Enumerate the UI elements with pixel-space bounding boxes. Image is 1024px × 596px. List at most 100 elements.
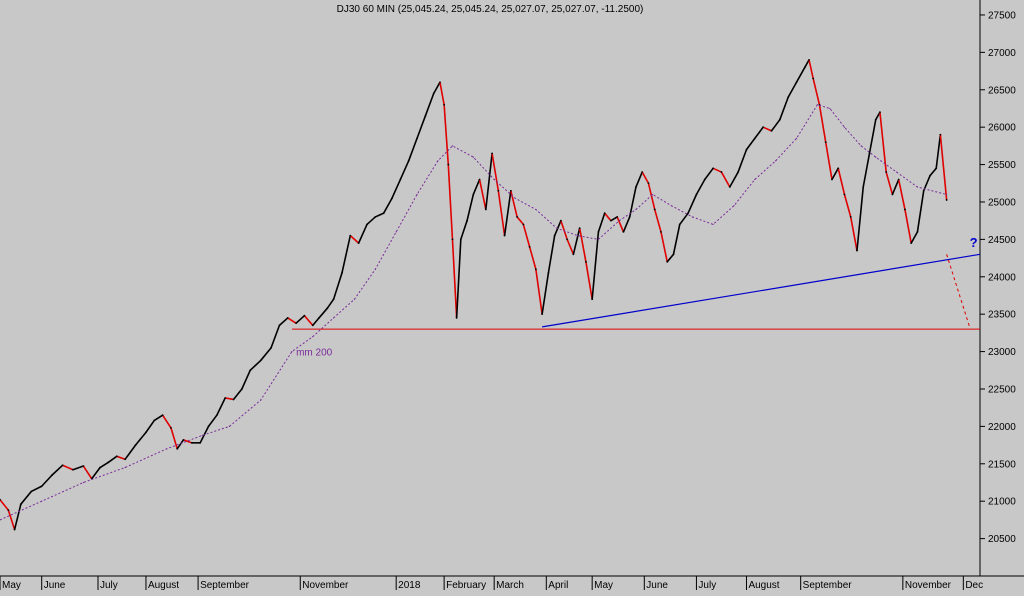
- price-point: [349, 234, 352, 237]
- price-segment: [7, 509, 16, 530]
- price-point: [443, 103, 446, 106]
- y-tick-label: 20500: [988, 534, 1016, 545]
- price-point: [616, 216, 619, 218]
- price-point: [19, 503, 22, 506]
- price-point: [904, 208, 906, 211]
- ma200-point: [597, 238, 600, 240]
- price-segment: [424, 93, 435, 117]
- price-point: [528, 245, 531, 248]
- price-segment: [447, 164, 454, 240]
- y-tick-label: 24000: [988, 272, 1016, 283]
- price-segment: [516, 216, 524, 225]
- price-point: [939, 133, 942, 136]
- price-segment: [466, 194, 475, 221]
- price-point: [399, 178, 402, 181]
- price-point: [153, 419, 156, 422]
- x-tick-label: June: [646, 580, 668, 591]
- price-point: [491, 152, 493, 155]
- price-segment: [225, 397, 234, 401]
- price-segment: [916, 190, 925, 233]
- price-segment: [616, 216, 625, 233]
- price-segment: [20, 490, 32, 505]
- price-segment: [560, 220, 568, 240]
- price-segment: [610, 216, 618, 222]
- price-point: [712, 167, 715, 170]
- price-segment: [737, 149, 748, 173]
- price-segment: [704, 167, 714, 181]
- price-point: [190, 441, 193, 444]
- price-segment: [779, 96, 789, 120]
- price-segment: [804, 59, 810, 68]
- price-segment: [116, 455, 126, 461]
- ma200-point: [124, 466, 126, 469]
- price-segment: [808, 59, 814, 79]
- price-segment: [374, 212, 384, 218]
- price-point: [472, 193, 475, 196]
- price-segment: [729, 171, 739, 188]
- price-point: [762, 126, 765, 129]
- price-segment: [260, 347, 272, 362]
- price-segment: [795, 66, 806, 83]
- price-point: [672, 253, 675, 256]
- price-segment: [929, 167, 937, 177]
- price-point: [585, 260, 587, 263]
- price-point: [459, 238, 462, 241]
- price-segment: [82, 465, 93, 480]
- price-point: [207, 425, 210, 428]
- price-point: [82, 465, 85, 467]
- price-point: [311, 324, 314, 327]
- price-point: [728, 186, 731, 188]
- price-point: [534, 268, 537, 271]
- price-point: [879, 111, 881, 114]
- price-segment: [939, 134, 948, 201]
- price-point: [303, 314, 306, 317]
- price-point: [249, 369, 252, 372]
- price-segment: [745, 137, 756, 151]
- ma200-point: [652, 193, 654, 196]
- price-segment: [303, 315, 314, 326]
- price-point: [7, 509, 10, 512]
- price-segment: [382, 197, 393, 214]
- price-point: [687, 212, 689, 215]
- price-segment: [270, 325, 281, 349]
- price-point: [666, 260, 669, 263]
- price-point: [278, 324, 281, 327]
- ma200-point: [437, 160, 439, 162]
- price-point: [107, 461, 110, 464]
- ma200-point: [535, 208, 537, 211]
- price-segment: [891, 179, 900, 195]
- ma200-point: [795, 137, 798, 139]
- y-tick-label: 21000: [988, 497, 1016, 508]
- price-segment: [153, 414, 164, 422]
- price-point: [808, 58, 810, 61]
- price-point: [922, 189, 925, 192]
- x-tick-label: September: [200, 580, 250, 591]
- price-point: [134, 444, 137, 446]
- price-point: [720, 171, 723, 173]
- y-tick-label: 26500: [988, 85, 1016, 96]
- ma200-point: [733, 205, 735, 207]
- price-point: [660, 230, 662, 233]
- ma200-point: [712, 223, 714, 226]
- price-point: [497, 189, 500, 192]
- price-segment: [922, 175, 931, 192]
- price-point: [466, 219, 468, 222]
- price-point: [124, 458, 127, 461]
- price-segment: [528, 246, 537, 270]
- price-point: [13, 528, 16, 531]
- price-segment: [635, 171, 643, 188]
- price-segment: [0, 499, 9, 511]
- price-segment: [478, 179, 487, 210]
- price-point: [416, 137, 418, 140]
- price-point: [374, 216, 377, 218]
- x-tick-label: February: [446, 580, 486, 591]
- price-segment: [628, 186, 637, 218]
- x-tick-label: May: [2, 580, 21, 591]
- price-point: [843, 193, 846, 196]
- price-point: [332, 298, 335, 301]
- trend-line: [542, 253, 981, 328]
- price-point: [286, 317, 289, 319]
- price-point: [578, 227, 581, 230]
- price-point: [703, 178, 706, 181]
- x-tick-label: April: [548, 580, 568, 591]
